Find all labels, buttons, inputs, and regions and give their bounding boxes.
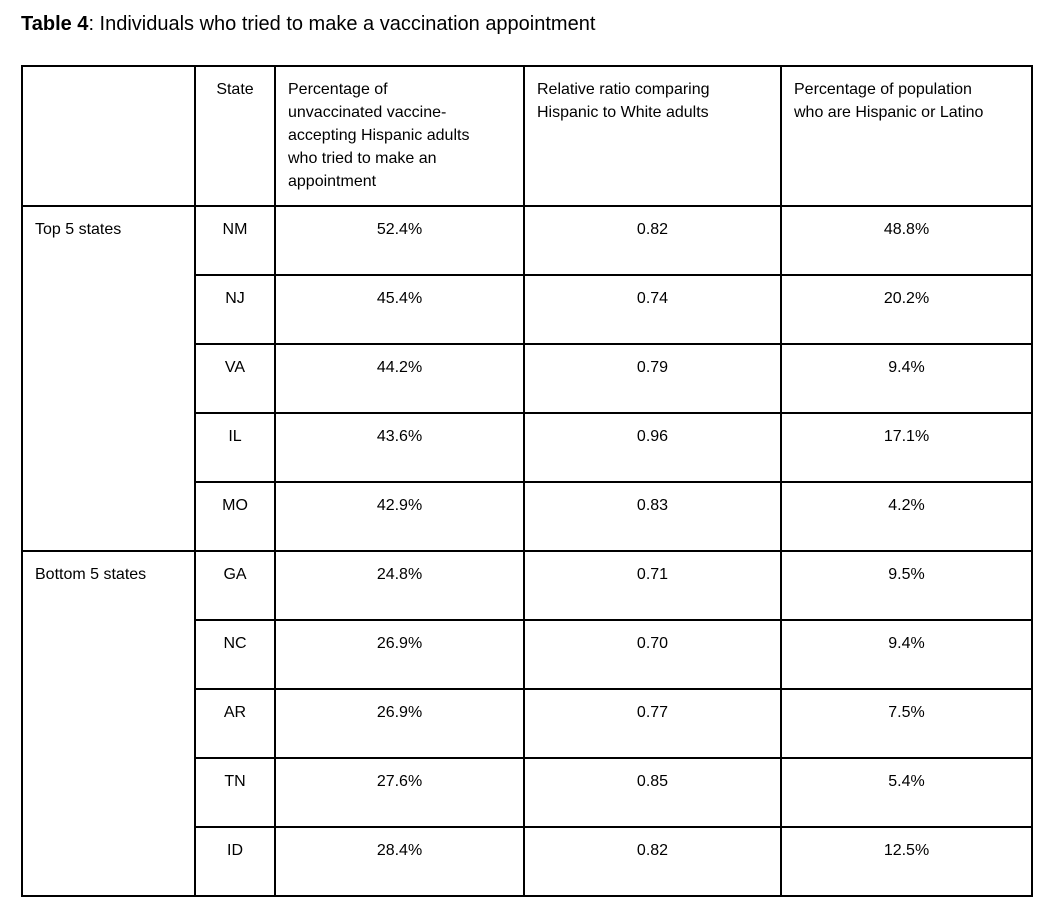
table-row: NC 26.9% 0.70 9.4% xyxy=(22,619,1033,690)
relative-ratio-cell: 0.70 xyxy=(523,619,782,690)
column-header-pct-hispanic-population: Percentage of population who are Hispani… xyxy=(780,65,1033,207)
pct-tried-cell: 26.9% xyxy=(274,688,525,759)
row-group-label-top-5-states: Top 5 states xyxy=(21,205,196,552)
pct-tried-cell: 27.6% xyxy=(274,757,525,828)
pct-hispanic-population-cell: 9.4% xyxy=(780,619,1033,690)
state-cell: AR xyxy=(194,688,276,759)
table-row: IL 43.6% 0.96 17.1% xyxy=(22,412,1033,483)
state-cell: NC xyxy=(194,619,276,690)
pct-hispanic-population-cell: 9.4% xyxy=(780,343,1033,414)
state-cell: TN xyxy=(194,757,276,828)
column-header-relative-ratio: Relative ratio comparing Hispanic to Whi… xyxy=(523,65,782,207)
pct-tried-cell: 45.4% xyxy=(274,274,525,345)
table-row: Bottom 5 states GA 24.8% 0.71 9.5% xyxy=(21,550,1033,897)
column-header-group xyxy=(21,65,196,207)
relative-ratio-cell: 0.71 xyxy=(523,550,782,621)
pct-hispanic-population-cell: 12.5% xyxy=(780,826,1033,897)
pct-hispanic-population-cell: 20.2% xyxy=(780,274,1033,345)
state-cell: MO xyxy=(194,481,276,552)
pct-hispanic-population-cell: 9.5% xyxy=(780,550,1033,621)
column-header-state: State xyxy=(194,65,276,207)
table-row: TN 27.6% 0.85 5.4% xyxy=(22,757,1033,828)
pct-tried-cell: 42.9% xyxy=(274,481,525,552)
vaccination-appointment-table: State Percentage of unvaccinated vaccine… xyxy=(21,65,1033,897)
table-row: ID 28.4% 0.82 12.5% xyxy=(22,826,1033,897)
state-cell: GA xyxy=(194,550,276,621)
row-group-label-bottom-5-states: Bottom 5 states xyxy=(21,550,196,897)
table-caption-text: : Individuals who tried to make a vaccin… xyxy=(88,13,596,35)
pct-tried-cell: 43.6% xyxy=(274,412,525,483)
relative-ratio-cell: 0.85 xyxy=(523,757,782,828)
state-cell: IL xyxy=(194,412,276,483)
table-row: AR 26.9% 0.77 7.5% xyxy=(22,688,1033,759)
pct-hispanic-population-cell: 48.8% xyxy=(780,205,1033,276)
state-cell: VA xyxy=(194,343,276,414)
table-row: MO 42.9% 0.83 4.2% xyxy=(22,481,1033,552)
table-row: NJ 45.4% 0.74 20.2% xyxy=(22,274,1033,345)
relative-ratio-cell: 0.96 xyxy=(523,412,782,483)
pct-hispanic-population-cell: 7.5% xyxy=(780,688,1033,759)
pct-tried-cell: 28.4% xyxy=(274,826,525,897)
pct-hispanic-population-cell: 5.4% xyxy=(780,757,1033,828)
table-row: VA 44.2% 0.79 9.4% xyxy=(22,343,1033,414)
relative-ratio-cell: 0.74 xyxy=(523,274,782,345)
column-header-pct-tried: Percentage of unvaccinated vaccine- acce… xyxy=(274,65,525,207)
state-cell: ID xyxy=(194,826,276,897)
pct-tried-cell: 52.4% xyxy=(274,205,525,276)
relative-ratio-cell: 0.82 xyxy=(523,205,782,276)
pct-tried-cell: 24.8% xyxy=(274,550,525,621)
relative-ratio-cell: 0.79 xyxy=(523,343,782,414)
table-row: Top 5 states NM 52.4% 0.82 48.8% xyxy=(21,205,1033,552)
table-caption: Table 4: Individuals who tried to make a… xyxy=(21,11,595,37)
pct-tried-cell: 44.2% xyxy=(274,343,525,414)
state-cell: NM xyxy=(194,205,276,276)
relative-ratio-cell: 0.83 xyxy=(523,481,782,552)
relative-ratio-cell: 0.77 xyxy=(523,688,782,759)
pct-hispanic-population-cell: 4.2% xyxy=(780,481,1033,552)
relative-ratio-cell: 0.82 xyxy=(523,826,782,897)
header-row: State Percentage of unvaccinated vaccine… xyxy=(21,65,1033,207)
table-caption-label: Table 4 xyxy=(21,13,89,35)
pct-hispanic-population-cell: 17.1% xyxy=(780,412,1033,483)
pct-tried-cell: 26.9% xyxy=(274,619,525,690)
state-cell: NJ xyxy=(194,274,276,345)
